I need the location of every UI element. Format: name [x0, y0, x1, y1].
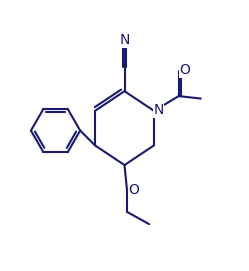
- Text: N: N: [153, 103, 164, 117]
- Text: O: O: [179, 63, 190, 77]
- Text: O: O: [128, 183, 139, 197]
- Text: N: N: [119, 33, 130, 47]
